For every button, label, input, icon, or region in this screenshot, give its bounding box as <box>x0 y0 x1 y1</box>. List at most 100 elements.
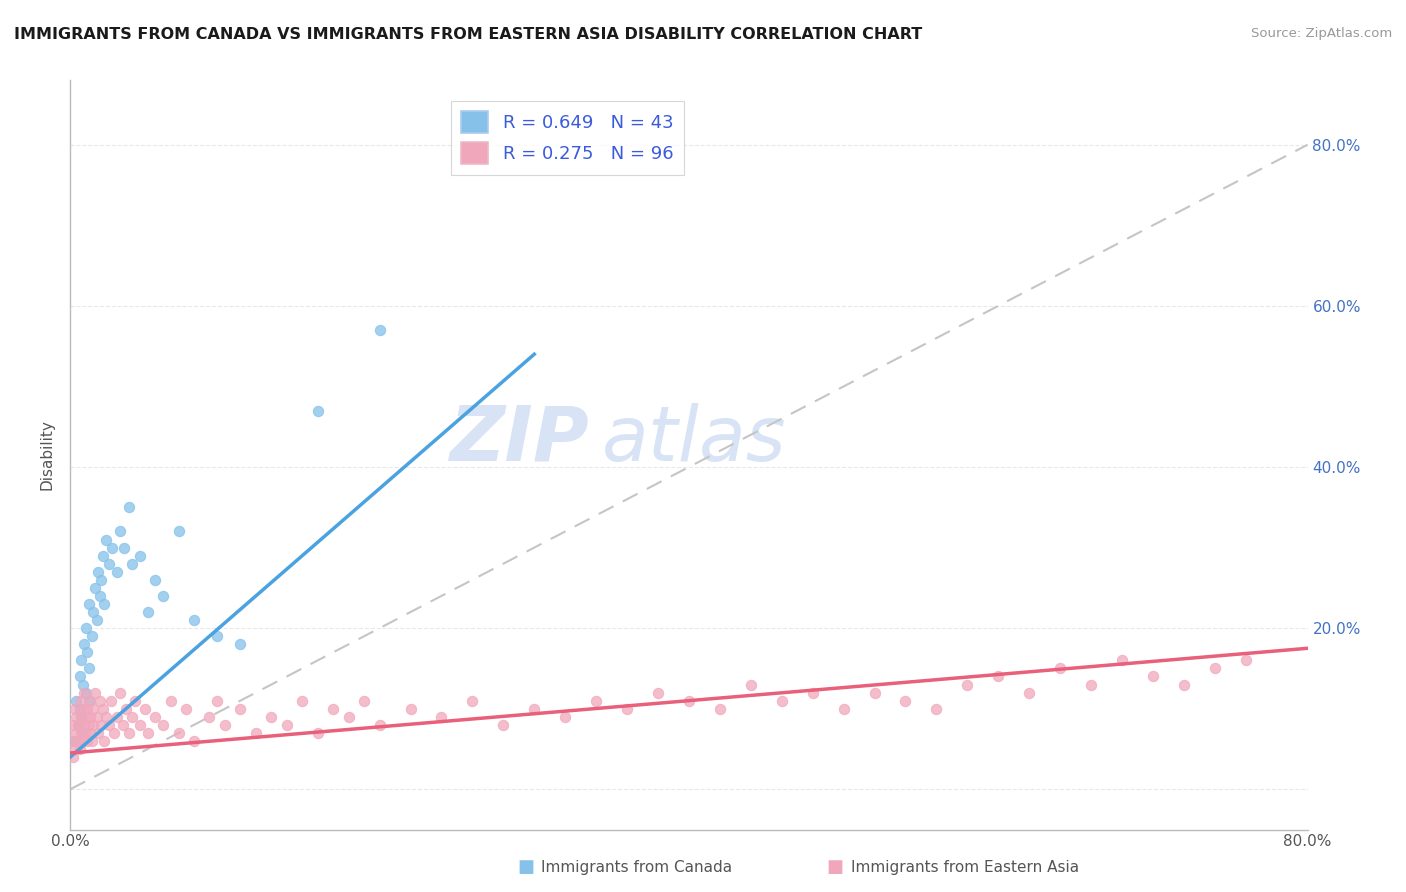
Point <box>77 693 100 707</box>
Point <box>307 726 329 740</box>
Point <box>77 718 100 732</box>
Point <box>276 718 298 732</box>
Point <box>69 693 91 707</box>
Point <box>65 726 87 740</box>
Point <box>73 685 96 699</box>
Point <box>160 693 183 707</box>
Point <box>70 653 93 667</box>
Point <box>84 685 107 699</box>
Point <box>461 693 484 707</box>
Point <box>73 637 96 651</box>
Point <box>93 597 115 611</box>
Point <box>86 613 108 627</box>
Text: Source: ZipAtlas.com: Source: ZipAtlas.com <box>1251 27 1392 40</box>
Point <box>79 693 101 707</box>
Legend: R = 0.649   N = 43, R = 0.275   N = 96: R = 0.649 N = 43, R = 0.275 N = 96 <box>450 101 685 176</box>
Point <box>183 734 205 748</box>
Point <box>585 693 607 707</box>
Point <box>70 710 93 724</box>
Point <box>647 685 669 699</box>
Point <box>121 710 143 724</box>
Point <box>98 557 120 571</box>
Point <box>69 742 91 756</box>
Text: ■: ■ <box>517 858 534 876</box>
Point <box>167 726 190 740</box>
Point <box>523 702 546 716</box>
Point <box>207 629 229 643</box>
Point <box>136 605 159 619</box>
Point <box>1049 661 1071 675</box>
Point <box>80 734 103 748</box>
Point <box>63 734 86 748</box>
Point <box>63 742 86 756</box>
Point <box>70 710 93 724</box>
Point <box>82 702 105 716</box>
Point <box>87 726 110 740</box>
Point <box>399 702 422 716</box>
Text: ZIP: ZIP <box>450 403 591 477</box>
Point <box>709 702 731 716</box>
Point <box>67 734 90 748</box>
Point <box>72 734 94 748</box>
Point <box>108 524 131 539</box>
Point <box>368 323 391 337</box>
Point <box>94 710 117 724</box>
Point <box>152 589 174 603</box>
Point <box>307 403 329 417</box>
Point <box>207 693 229 707</box>
Text: IMMIGRANTS FROM CANADA VS IMMIGRANTS FROM EASTERN ASIA DISABILITY CORRELATION CH: IMMIGRANTS FROM CANADA VS IMMIGRANTS FRO… <box>14 27 922 42</box>
Point <box>260 710 283 724</box>
Point <box>114 541 135 555</box>
Point <box>90 718 112 732</box>
Text: atlas: atlas <box>602 403 787 477</box>
Point <box>145 710 166 724</box>
Point <box>93 734 115 748</box>
Point <box>79 710 101 724</box>
Point <box>136 726 159 740</box>
Y-axis label: Disability: Disability <box>39 419 55 491</box>
Point <box>82 718 105 732</box>
Point <box>72 677 94 691</box>
Point <box>134 702 156 716</box>
Point <box>105 565 128 579</box>
Point <box>103 726 125 740</box>
Point <box>740 677 762 691</box>
Point <box>101 541 124 555</box>
Point <box>75 726 97 740</box>
Point <box>925 702 948 716</box>
Point <box>77 597 100 611</box>
Point <box>1234 653 1257 667</box>
Point <box>322 702 344 716</box>
Point <box>75 621 97 635</box>
Point <box>245 726 267 740</box>
Point <box>214 718 236 732</box>
Point <box>84 581 107 595</box>
Point <box>1204 661 1226 675</box>
Point <box>832 702 855 716</box>
Point <box>77 661 100 675</box>
Point <box>111 718 134 732</box>
Point <box>1111 653 1133 667</box>
Point <box>129 549 152 563</box>
Point <box>67 718 90 732</box>
Point <box>152 718 174 732</box>
Point <box>91 702 114 716</box>
Point <box>76 734 98 748</box>
Text: Immigrants from Eastern Asia: Immigrants from Eastern Asia <box>851 860 1078 874</box>
Point <box>863 685 886 699</box>
Point <box>174 702 197 716</box>
Point <box>1080 677 1102 691</box>
Point <box>105 710 128 724</box>
Point <box>75 710 97 724</box>
Point <box>198 710 221 724</box>
Point <box>801 685 824 699</box>
Point <box>129 718 152 732</box>
Point <box>73 718 96 732</box>
Point <box>894 693 917 707</box>
Point <box>76 702 98 716</box>
Point <box>115 702 138 716</box>
Point <box>1142 669 1164 683</box>
Point <box>90 573 112 587</box>
Point <box>91 549 114 563</box>
Point <box>183 613 205 627</box>
